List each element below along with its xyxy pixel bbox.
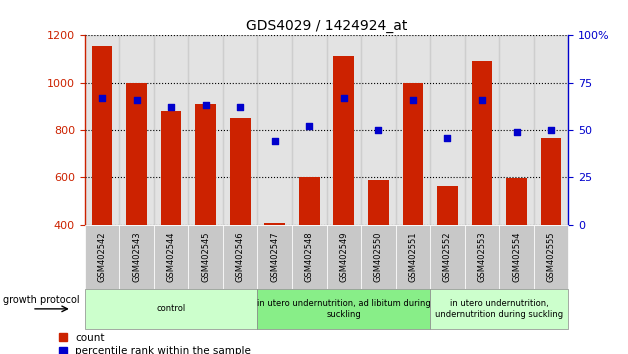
Bar <box>368 180 389 225</box>
Text: in utero undernutrition, ad libitum during
suckling: in utero undernutrition, ad libitum duri… <box>257 299 431 319</box>
Text: GSM402552: GSM402552 <box>443 232 452 282</box>
Text: control: control <box>156 304 186 313</box>
Text: GSM402549: GSM402549 <box>339 232 349 282</box>
Bar <box>195 104 216 225</box>
Point <box>477 97 487 103</box>
Bar <box>126 83 147 225</box>
Text: GSM402555: GSM402555 <box>546 232 556 282</box>
Point <box>270 139 280 144</box>
Bar <box>437 186 458 225</box>
Bar <box>506 178 527 225</box>
Bar <box>361 35 396 225</box>
Text: GSM402550: GSM402550 <box>374 232 383 282</box>
Point <box>201 103 211 108</box>
Text: GSM402547: GSM402547 <box>270 231 279 282</box>
Bar <box>188 35 223 225</box>
Bar <box>230 118 251 225</box>
Bar <box>396 35 430 225</box>
Point <box>235 104 245 110</box>
Point <box>408 97 418 103</box>
Text: GSM402554: GSM402554 <box>512 232 521 282</box>
Bar <box>534 35 568 225</box>
Text: GSM402553: GSM402553 <box>477 231 487 282</box>
Bar <box>257 35 292 225</box>
Bar <box>403 83 423 225</box>
Bar <box>333 56 354 225</box>
Title: GDS4029 / 1424924_at: GDS4029 / 1424924_at <box>246 19 407 33</box>
Text: GSM402544: GSM402544 <box>166 232 176 282</box>
Bar <box>154 35 188 225</box>
Bar <box>430 35 465 225</box>
Bar <box>223 35 257 225</box>
Bar <box>299 177 320 225</box>
Point <box>166 104 176 110</box>
Bar <box>264 223 285 225</box>
Point <box>132 97 142 103</box>
Point <box>339 95 349 101</box>
Text: GSM402546: GSM402546 <box>236 231 245 282</box>
Point <box>97 95 107 101</box>
Bar <box>327 35 361 225</box>
Text: GSM402543: GSM402543 <box>132 231 141 282</box>
Text: GSM402548: GSM402548 <box>305 231 314 282</box>
Bar <box>119 35 154 225</box>
Text: growth protocol: growth protocol <box>3 295 80 305</box>
Bar <box>541 138 561 225</box>
Point <box>511 129 521 135</box>
Point <box>373 127 383 133</box>
Bar <box>292 35 327 225</box>
Text: GSM402545: GSM402545 <box>201 232 210 282</box>
Bar <box>472 62 492 225</box>
Text: GSM402551: GSM402551 <box>408 232 418 282</box>
Bar <box>499 35 534 225</box>
Legend: count, percentile rank within the sample: count, percentile rank within the sample <box>58 333 251 354</box>
Text: GSM402542: GSM402542 <box>97 232 107 282</box>
Bar <box>92 46 112 225</box>
Point <box>546 127 556 133</box>
Bar <box>85 35 119 225</box>
Text: in utero undernutrition,
undernutrition during suckling: in utero undernutrition, undernutrition … <box>435 299 563 319</box>
Point <box>442 135 452 141</box>
Point <box>305 124 315 129</box>
Bar <box>161 111 181 225</box>
Bar <box>465 35 499 225</box>
